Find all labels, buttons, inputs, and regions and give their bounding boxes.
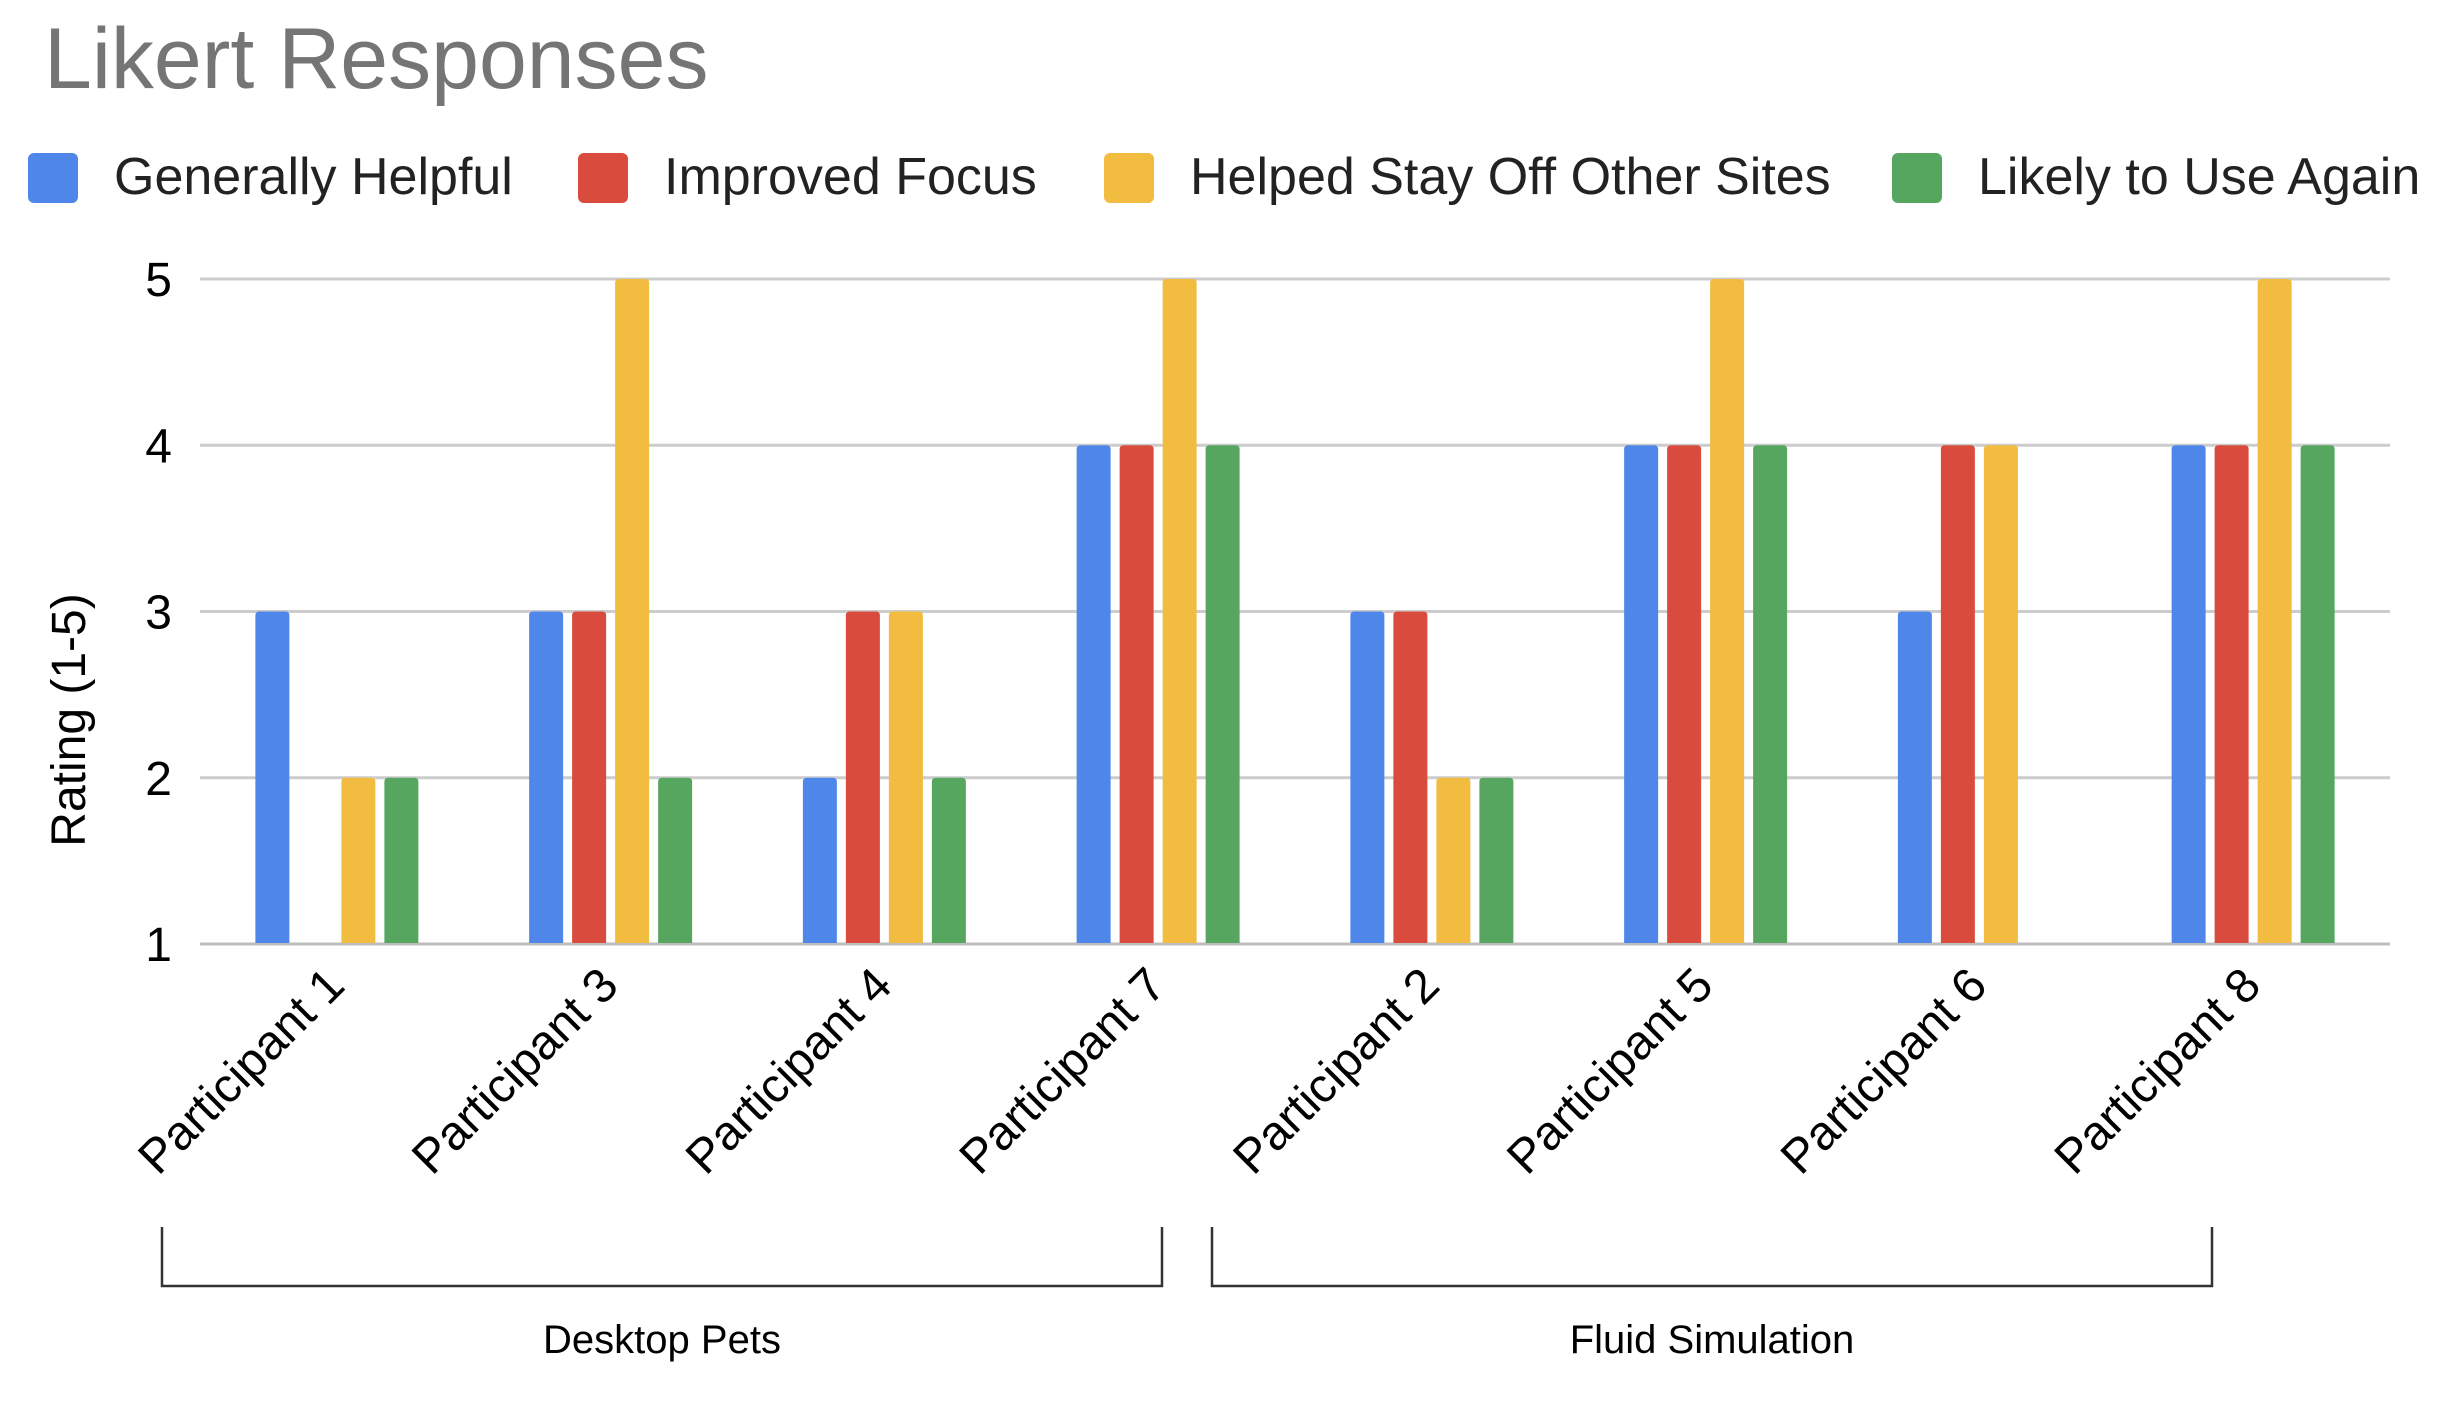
bar: [888, 611, 923, 943]
group-bracket: [160, 1227, 1164, 1288]
bar: [1350, 611, 1385, 943]
y-axis-label: Rating (1-5): [43, 593, 96, 846]
bar: [2171, 445, 2206, 943]
bar: [2300, 445, 2335, 943]
legend-label: Likely to Use Again: [1978, 148, 2420, 206]
bar: [1076, 445, 1111, 943]
group-bracket: [1210, 1227, 2214, 1288]
bar: [341, 777, 376, 943]
bar: [529, 611, 564, 943]
group-label: Desktop Pets: [543, 1318, 781, 1362]
legend-swatch: [1104, 153, 1154, 203]
x-tick-label: Participant 3: [402, 958, 628, 1184]
bar: [931, 777, 966, 943]
bar: [1119, 445, 1154, 943]
bar: [845, 611, 880, 943]
y-tick-label: 4: [145, 420, 172, 473]
x-tick-label: Participant 4: [676, 958, 902, 1184]
category-groups: Desktop Pets Fluid Simulation: [160, 1227, 2214, 1362]
y-tick-label: 2: [145, 753, 172, 806]
bar: [1753, 445, 1788, 943]
bar: [1983, 445, 2018, 943]
legend-swatch: [578, 153, 628, 203]
legend-item: Improved Focus: [578, 148, 1037, 206]
bar: [615, 279, 650, 943]
legend-label: Generally Helpful: [114, 148, 513, 206]
x-tick-label: Participant 8: [2045, 958, 2271, 1184]
y-axis-ticks: 1 2 3 4 5: [145, 254, 172, 972]
y-tick-label: 5: [145, 254, 172, 307]
y-tick-label: 1: [145, 919, 172, 972]
x-tick-label: Participant 6: [1771, 958, 1997, 1184]
legend-item: Helped Stay Off Other Sites: [1104, 148, 1831, 206]
bar: [1667, 445, 1702, 943]
bar: [2257, 279, 2292, 943]
y-tick-label: 3: [145, 587, 172, 640]
legend-label: Improved Focus: [664, 148, 1037, 206]
chart-title: Likert Responses: [44, 11, 708, 107]
legend: Generally Helpful Improved Focus Helped St…: [28, 148, 2420, 206]
bar: [1162, 279, 1197, 943]
bars: [255, 279, 2335, 943]
bar: [658, 777, 693, 943]
bar: [1897, 611, 1932, 943]
bar: [1479, 777, 1514, 943]
bar: [255, 611, 290, 943]
x-tick-label: Participant 2: [1224, 958, 1450, 1184]
legend-swatch: [28, 153, 78, 203]
bar: [384, 777, 419, 943]
group-label: Fluid Simulation: [1570, 1318, 1855, 1362]
legend-item: Likely to Use Again: [1892, 148, 2420, 206]
grid-lines: [200, 277, 2390, 946]
bar: [1393, 611, 1428, 943]
bar: [2214, 445, 2249, 943]
x-tick-label: Participant 5: [1497, 958, 1723, 1184]
legend-swatch: [1892, 153, 1942, 203]
bar: [1624, 445, 1659, 943]
bar: [1205, 445, 1240, 943]
bar: [572, 611, 607, 943]
bar: [802, 777, 837, 943]
bar: [1710, 279, 1745, 943]
x-tick-label: Participant 7: [950, 958, 1176, 1184]
legend-label: Helped Stay Off Other Sites: [1190, 148, 1831, 206]
bar: [1940, 445, 1975, 943]
bar: [1436, 777, 1471, 943]
legend-item: Generally Helpful: [28, 148, 513, 206]
x-tick-label: Participant 1: [129, 958, 355, 1184]
